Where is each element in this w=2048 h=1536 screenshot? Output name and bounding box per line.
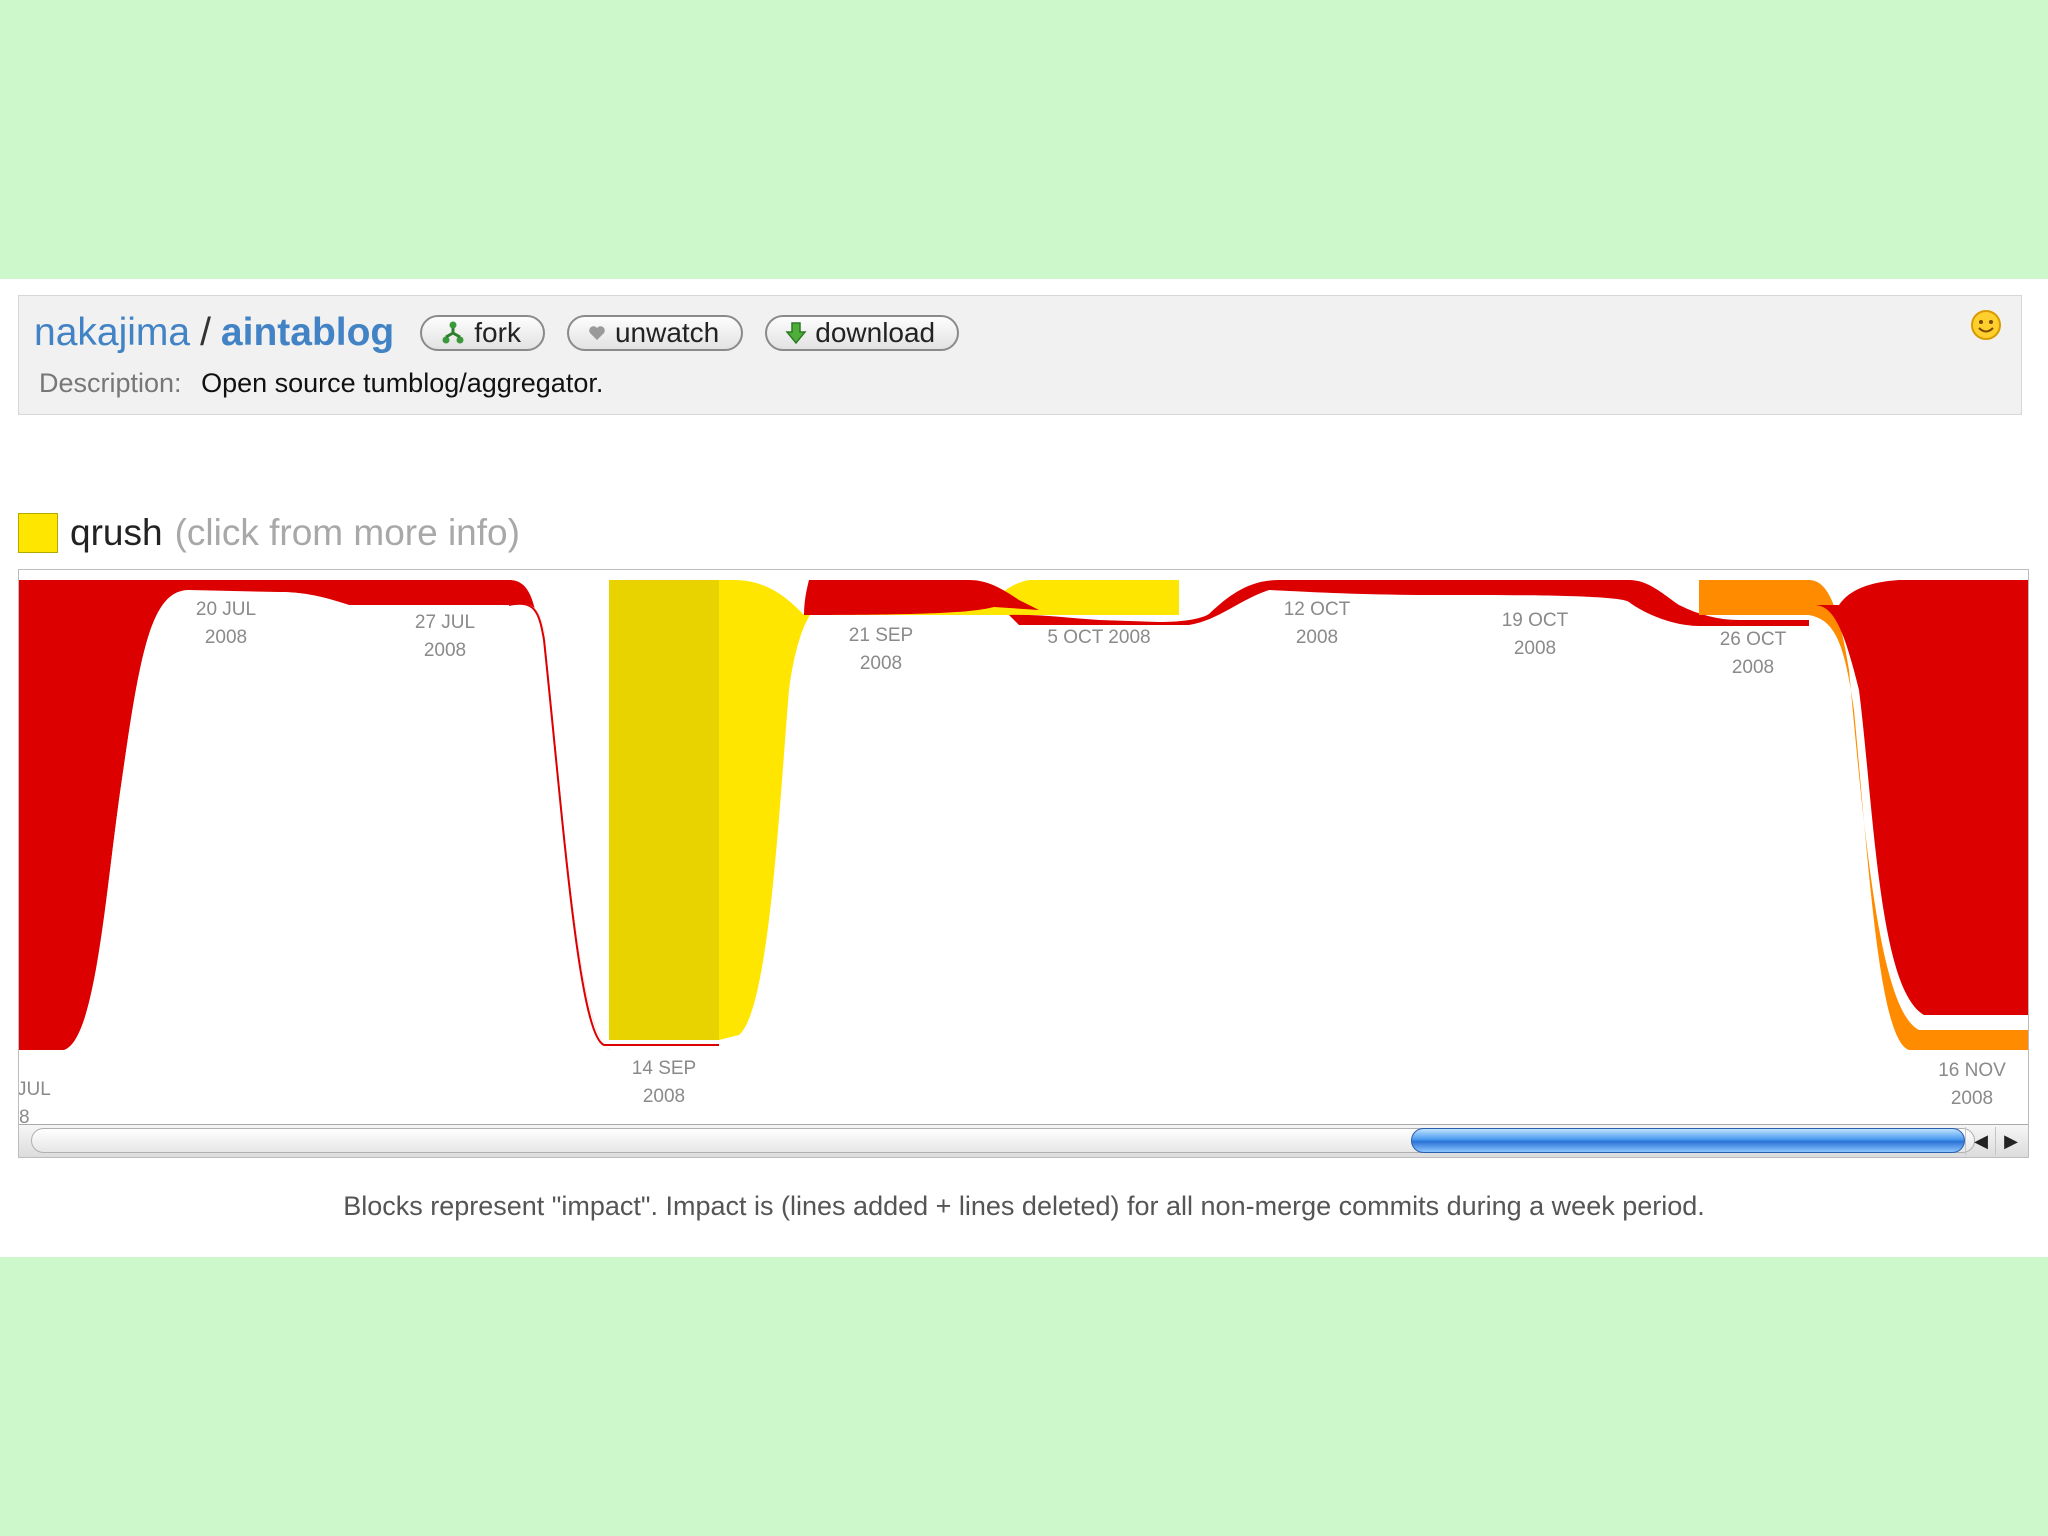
x-tick-19oct-line1: 19 OCT — [1502, 610, 1569, 631]
smiley-icon[interactable] — [1969, 308, 2003, 342]
x-tick-14sep-line1: 14 SEP — [632, 1058, 696, 1079]
repo-link[interactable]: aintablog — [220, 311, 395, 354]
impact-block-red-3[interactable] — [804, 580, 1039, 615]
legend-hint: (click from more info) — [174, 512, 520, 553]
x-tick-20jul-line2: 2008 — [205, 627, 247, 648]
x-tick-12oct-line1: 12 OCT — [1284, 599, 1351, 620]
description-label: Description: — [39, 368, 182, 398]
x-tick-20jul-line1: 20 JUL — [196, 599, 256, 620]
impact-block-red-4[interactable] — [1009, 580, 1809, 626]
impact-block-red-1[interactable] — [19, 580, 193, 1050]
legend-user-name[interactable]: qrush — [70, 512, 163, 553]
x-tick-19oct-line2: 2008 — [1514, 638, 1556, 659]
page: nakajima / aintablog fork unwatch — [0, 279, 2048, 1257]
x-tick-16nov-line2: 2008 — [1951, 1088, 1993, 1109]
x-tick-21sep-line2: 2008 — [860, 653, 902, 674]
legend-swatch — [18, 513, 58, 553]
x-tick-5oct: 5 OCT 2008 — [1047, 627, 1150, 648]
fork-icon — [442, 321, 464, 344]
scroll-right-button[interactable]: ▶ — [1995, 1127, 2026, 1155]
x-tick-27jul-line2: 2008 — [424, 640, 466, 661]
scrollbar-thumb[interactable] — [1411, 1128, 1966, 1153]
fork-button[interactable]: fork — [420, 315, 545, 351]
unwatch-button-label: unwatch — [614, 317, 720, 348]
description-row: Description: Open source tumblog/aggrega… — [39, 368, 603, 399]
scroll-left-button[interactable]: ◀ — [1965, 1127, 1996, 1155]
x-tick-26oct-line1: 26 OCT — [1720, 629, 1787, 650]
download-button-label: download — [815, 317, 936, 348]
heart-icon — [589, 326, 605, 340]
path-separator: / — [200, 311, 211, 354]
description-text: Open source tumblog/aggregator. — [201, 368, 604, 398]
impact-block-yellow-1[interactable] — [719, 580, 1179, 1040]
unwatch-button[interactable]: unwatch — [566, 315, 744, 351]
chart-caption: Blocks represent "impact". Impact is (li… — [343, 1191, 1705, 1221]
chart-scrollbar[interactable]: ◀ ▶ — [19, 1124, 2028, 1157]
impact-chart-svg: JUL 8 20 JUL 2008 27 JUL 2008 14 SEP 200… — [19, 580, 2029, 1128]
owner-link[interactable]: nakajima — [34, 311, 191, 354]
impact-chart[interactable]: JUL 8 20 JUL 2008 27 JUL 2008 14 SEP 200… — [18, 569, 2029, 1158]
x-tick-jul-line2: 8 — [19, 1107, 30, 1128]
repo-header: nakajima / aintablog fork unwatch — [18, 295, 2022, 415]
fork-button-label: fork — [474, 317, 521, 348]
impact-block-yellow-dark[interactable] — [609, 580, 719, 1040]
x-tick-26oct-line2: 2008 — [1732, 657, 1774, 678]
x-tick-16nov-line1: 16 NOV — [1938, 1060, 2006, 1081]
x-tick-12oct-line2: 2008 — [1296, 627, 1338, 648]
x-tick-14sep-line2: 2008 — [643, 1086, 685, 1107]
x-tick-21sep-line1: 21 SEP — [849, 625, 913, 646]
x-tick-27jul-line1: 27 JUL — [415, 612, 475, 633]
x-tick-jul-line1: JUL — [19, 1079, 51, 1100]
repo-title-row: nakajima / aintablog fork unwatch — [34, 308, 960, 358]
impact-block-red-5[interactable] — [1814, 580, 2029, 1015]
download-arrow-icon — [785, 322, 807, 345]
download-button[interactable]: download — [765, 315, 960, 351]
legend[interactable]: qrush (click from more info) — [18, 511, 520, 555]
